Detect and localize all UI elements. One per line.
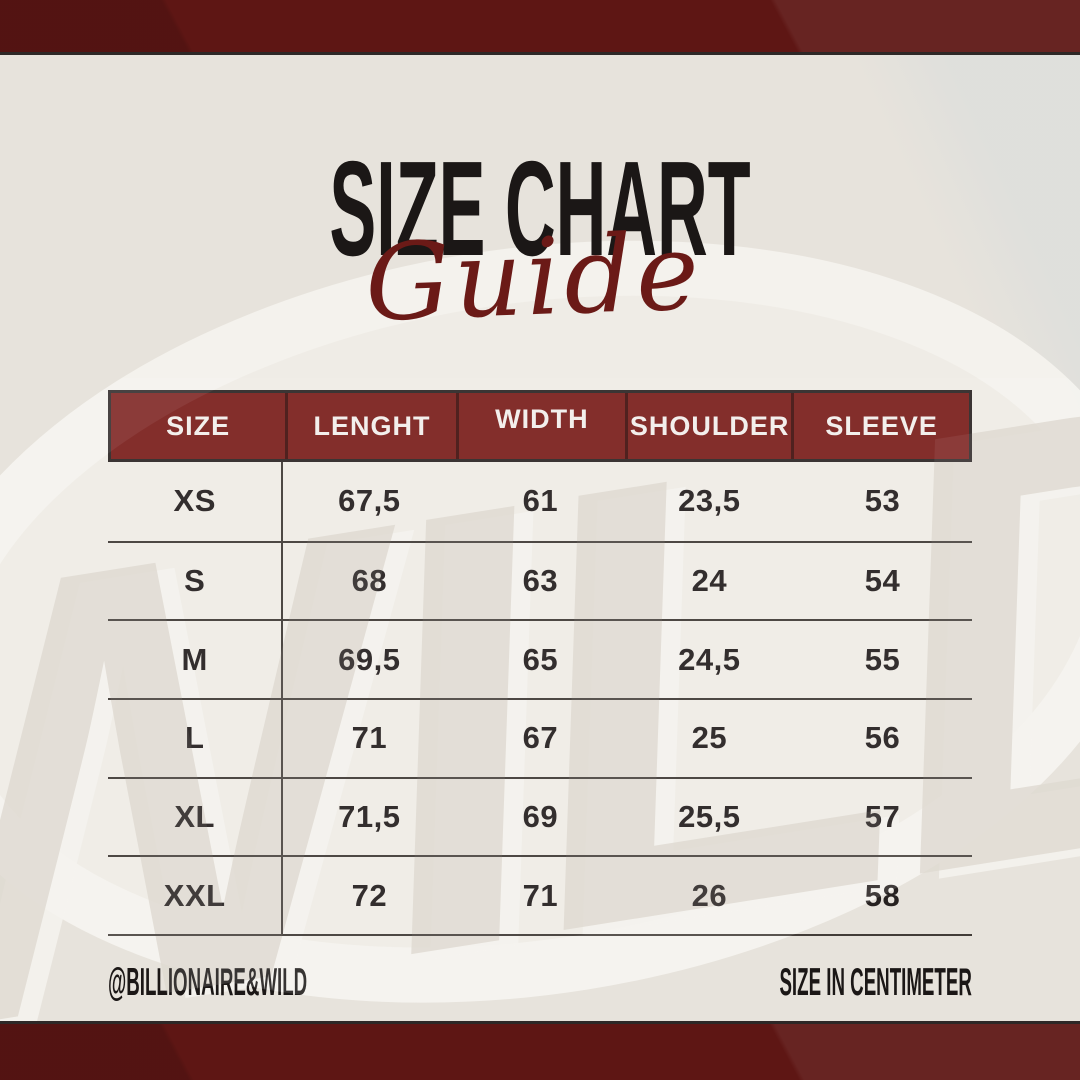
column-header-size: SIZE bbox=[166, 410, 231, 441]
cell-sleeve: 58 bbox=[864, 877, 901, 913]
brand-handle: @BILLIONAIRE&WILD bbox=[108, 961, 308, 1004]
size-chart-table: SIZE LENGHT WIDTH SHOULDER SLEEVE XS 67,… bbox=[108, 390, 972, 937]
cell-size: XS bbox=[108, 462, 284, 541]
table-row-l: L 71 67 25 56 bbox=[108, 698, 972, 777]
cell-shoulder: 24 bbox=[691, 563, 728, 599]
cell-width: 61 bbox=[522, 483, 559, 519]
page-title: SIZE CHART bbox=[329, 133, 751, 284]
table-row-xxl: XXL 72 71 26 58 bbox=[108, 855, 972, 935]
unit-note: SIZE IN CENTIMETER bbox=[779, 961, 972, 1004]
cell-lenght: 72 bbox=[351, 877, 388, 913]
table-body: XS 67,5 61 23,5 53 S 68 63 24 54 M 69,5 … bbox=[108, 462, 972, 937]
table-row-s: S 68 63 24 54 bbox=[108, 540, 972, 620]
cell-size: L bbox=[108, 700, 284, 777]
cell-size: XL bbox=[108, 778, 284, 856]
cell-lenght: 71,5 bbox=[338, 799, 401, 835]
table-row-m: M 69,5 65 24,5 55 bbox=[108, 619, 972, 699]
cell-size: M bbox=[108, 621, 284, 699]
cell-width: 65 bbox=[522, 641, 559, 677]
cell-sleeve: 53 bbox=[864, 483, 901, 519]
cell-lenght: 69,5 bbox=[338, 641, 401, 677]
cell-shoulder: 25,5 bbox=[678, 799, 741, 835]
cell-width: 63 bbox=[522, 563, 559, 599]
cell-shoulder: 26 bbox=[691, 877, 728, 913]
cell-width: 67 bbox=[522, 720, 559, 756]
cell-sleeve: 57 bbox=[864, 799, 901, 835]
column-header-lenght: LENGHT bbox=[285, 393, 456, 459]
cell-width: 71 bbox=[522, 877, 559, 913]
cell-sleeve: 54 bbox=[864, 563, 901, 599]
cell-sleeve: 55 bbox=[864, 641, 901, 677]
cell-shoulder: 25 bbox=[691, 720, 728, 756]
bottom-brand-bar bbox=[0, 1021, 1080, 1080]
cell-sleeve: 56 bbox=[864, 720, 901, 756]
cell-lenght: 71 bbox=[351, 720, 388, 756]
cell-shoulder: 23,5 bbox=[678, 483, 741, 519]
table-header-row: SIZE LENGHT WIDTH SHOULDER SLEEVE bbox=[108, 390, 972, 462]
column-header-width: WIDTH bbox=[455, 393, 625, 459]
table-row-xl: XL 71,5 69 25,5 57 bbox=[108, 776, 972, 856]
table-row-xs: XS 67,5 61 23,5 53 bbox=[108, 462, 972, 541]
cell-size: XXL bbox=[108, 857, 284, 935]
column-header-sleeve: SLEEVE bbox=[791, 393, 969, 459]
cell-size: S bbox=[108, 542, 284, 620]
cell-lenght: 68 bbox=[351, 563, 388, 599]
top-brand-bar bbox=[0, 0, 1080, 55]
cell-width: 69 bbox=[522, 799, 559, 835]
cell-lenght: 67,5 bbox=[338, 483, 401, 519]
column-header-shoulder: SHOULDER bbox=[624, 393, 791, 459]
cell-shoulder: 24,5 bbox=[678, 641, 741, 677]
